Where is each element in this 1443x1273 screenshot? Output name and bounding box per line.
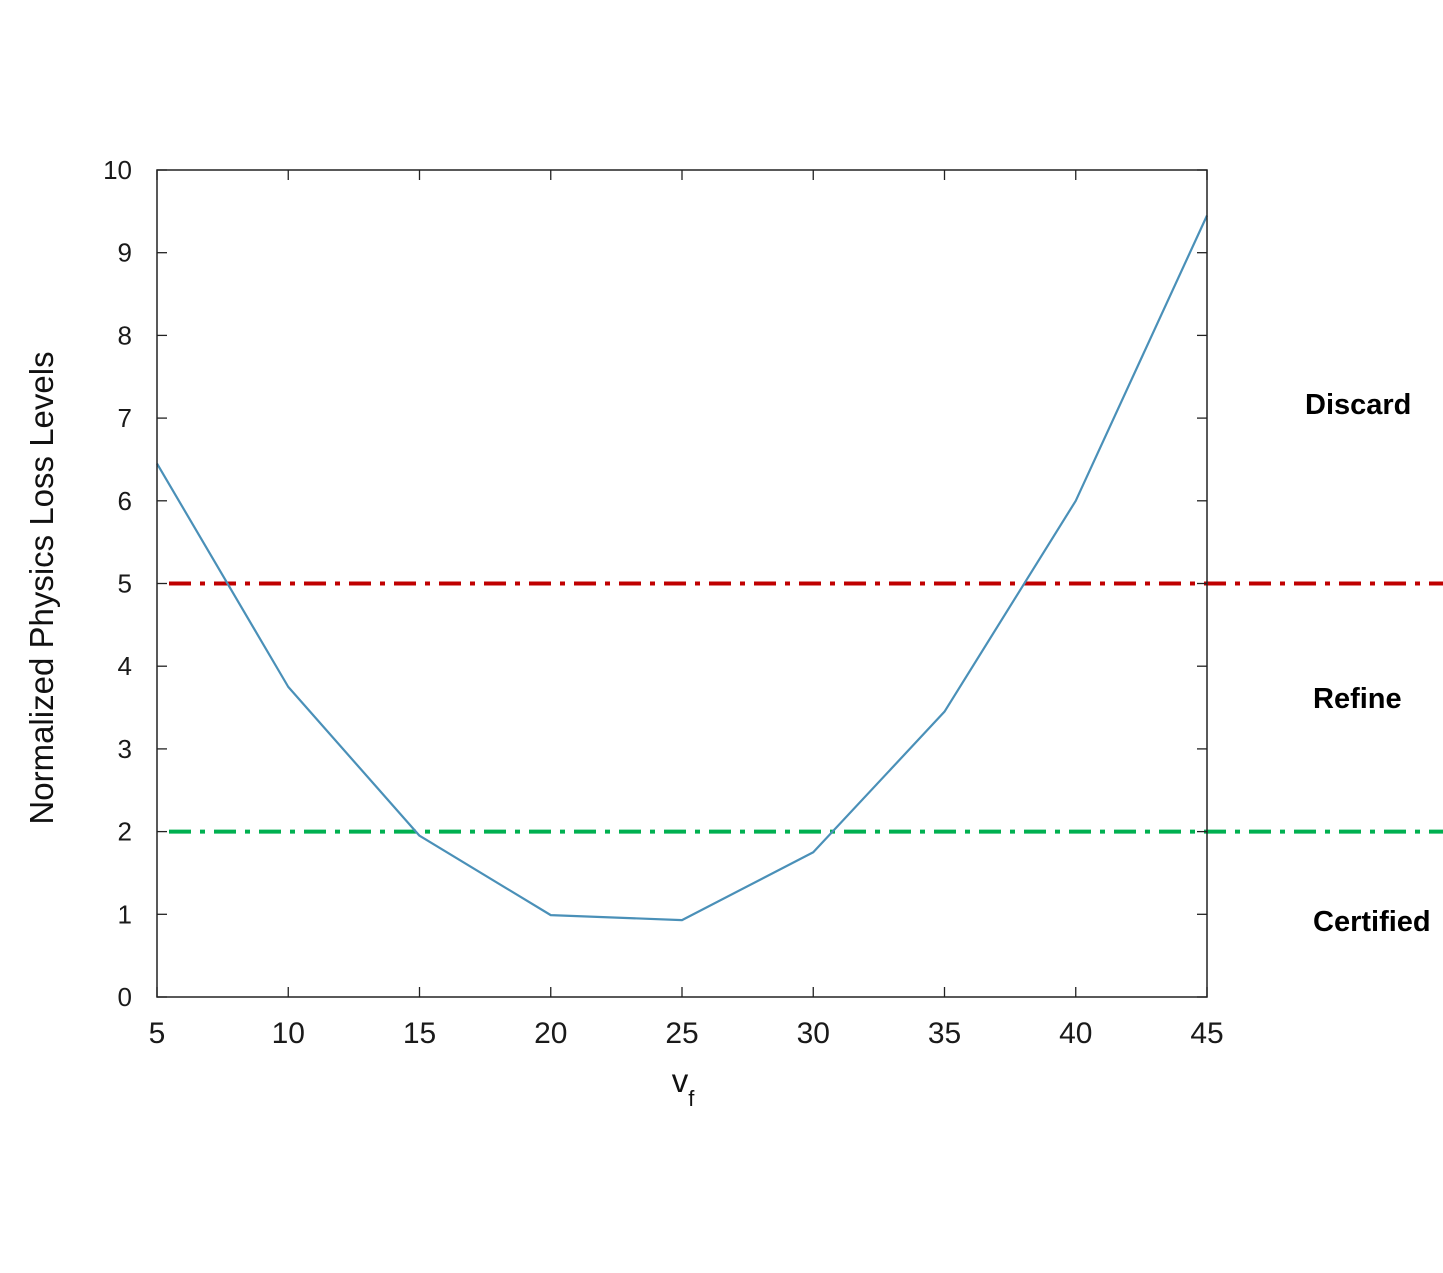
y-tick-label: 7 xyxy=(118,403,132,433)
y-tick-label: 3 xyxy=(118,734,132,764)
zone-label-refine: Refine xyxy=(1313,683,1402,715)
y-axis-label: Normalized Physics Loss Levels xyxy=(23,351,60,824)
y-tick-label: 5 xyxy=(118,569,132,599)
series-layer xyxy=(156,215,1208,922)
tick-marks xyxy=(156,169,1208,998)
y-tick-label: 8 xyxy=(118,320,132,350)
y-tick-label: 1 xyxy=(118,899,132,929)
x-tick-label: 45 xyxy=(1190,1017,1223,1050)
y-tick-label: 0 xyxy=(118,982,132,1012)
series-line-0 xyxy=(156,215,1208,922)
x-axis-label-subscript: f xyxy=(688,1086,695,1111)
x-axis-label: vf xyxy=(672,1062,696,1111)
x-tick-label: 40 xyxy=(1059,1017,1092,1050)
y-tick-label: 9 xyxy=(118,238,132,268)
zone-label-discard: Discard xyxy=(1305,389,1411,421)
y-tick-label: 6 xyxy=(118,486,132,516)
x-axis-label-main: v xyxy=(672,1062,689,1099)
x-tick-label: 30 xyxy=(797,1017,830,1050)
y-tick-label: 10 xyxy=(103,155,132,185)
threshold-lines xyxy=(169,581,1443,834)
x-tick-label: 10 xyxy=(272,1017,305,1050)
y-tick-label: 2 xyxy=(118,817,132,847)
x-tick-label: 25 xyxy=(665,1017,698,1050)
x-tick-labels: 5 10 15 20 25 30 35 40 45 xyxy=(149,1017,1224,1050)
x-tick-label: 15 xyxy=(403,1017,436,1050)
x-tick-label: 35 xyxy=(928,1017,961,1050)
zone-label-certified: Certified xyxy=(1313,906,1431,938)
x-tick-label: 20 xyxy=(534,1017,567,1050)
y-tick-label: 4 xyxy=(118,651,132,681)
x-tick-label: 5 xyxy=(149,1017,166,1050)
y-tick-labels: 0 1 2 3 4 5 6 7 8 9 10 xyxy=(103,155,132,1012)
